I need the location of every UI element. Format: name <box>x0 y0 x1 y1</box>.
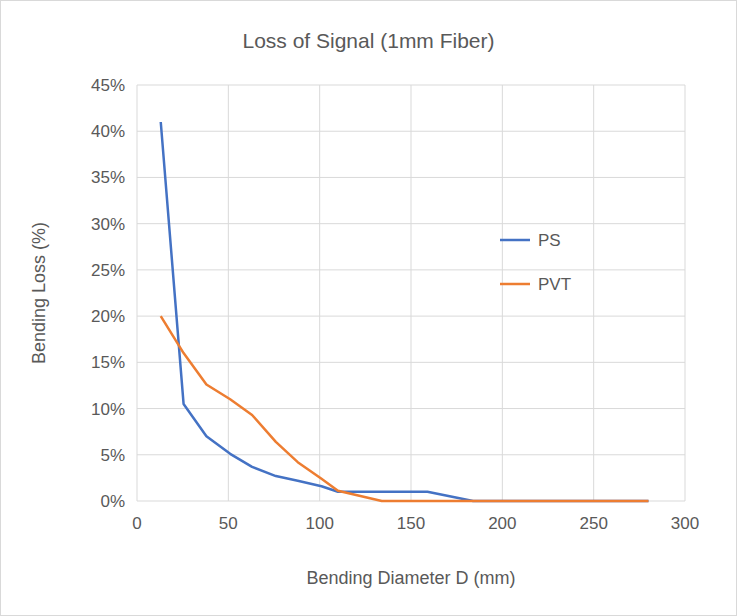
x-gridline <box>228 85 229 501</box>
x-gridline <box>411 85 412 501</box>
x-gridline <box>502 85 503 501</box>
x-gridline <box>593 85 594 501</box>
legend-label: PVT <box>538 275 571 294</box>
series-line <box>161 316 649 501</box>
x-tick-label: 50 <box>219 514 238 533</box>
y-tick-label: 0% <box>100 492 125 511</box>
series-line <box>161 122 649 501</box>
y-tick-label: 30% <box>91 215 125 234</box>
x-tick-label: 300 <box>671 514 699 533</box>
x-gridline <box>319 85 320 501</box>
y-tick-label: 15% <box>91 353 125 372</box>
x-axis-title: Bending Diameter D (mm) <box>306 568 515 588</box>
chart: Loss of Signal (1mm Fiber) 0% 5% 10% 15% 20% 2… <box>0 0 737 616</box>
x-tick-label: 100 <box>305 514 333 533</box>
x-tick-label: 250 <box>579 514 607 533</box>
plot-area <box>161 122 649 501</box>
y-axis-title: Bending Loss (%) <box>29 222 49 364</box>
y-tick-label: 5% <box>100 446 125 465</box>
chart-title: Loss of Signal (1mm Fiber) <box>242 29 494 52</box>
y-tick-label: 25% <box>91 261 125 280</box>
x-tick-label: 0 <box>132 514 141 533</box>
y-tick-label: 20% <box>91 307 125 326</box>
x-tick-label: 150 <box>397 514 425 533</box>
y-tick-label: 10% <box>91 400 125 419</box>
chart-border <box>1 1 737 616</box>
x-gridline <box>685 85 686 501</box>
legend-swatch <box>500 283 530 286</box>
y-tick-label: 35% <box>91 168 125 187</box>
y-tick-label: 40% <box>91 122 125 141</box>
legend-swatch <box>500 239 530 242</box>
y-tick-label: 45% <box>91 76 125 95</box>
x-tick-label: 200 <box>488 514 516 533</box>
legend-label: PS <box>538 231 561 250</box>
x-gridline <box>137 85 138 501</box>
